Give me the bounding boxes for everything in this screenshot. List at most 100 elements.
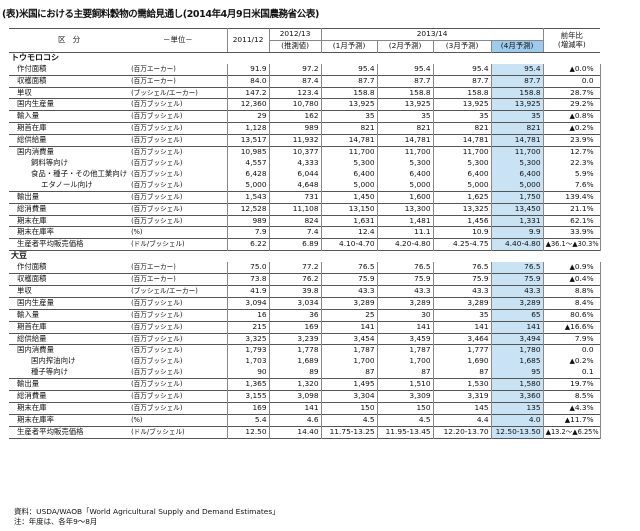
- value-2011: 6,428: [226, 168, 270, 180]
- value-2011: 90: [226, 367, 270, 379]
- value-2012: 3,239: [268, 333, 322, 345]
- value-2012: 87.4: [268, 75, 322, 88]
- row-unit: (百万ブッシェル): [131, 136, 183, 145]
- value-yoy: 80.6%: [542, 309, 601, 322]
- value-2011: 7.9: [226, 226, 270, 239]
- yoy-text: 8.8%: [574, 285, 594, 295]
- value-yoy: 28.7%: [542, 87, 601, 99]
- yoy-text: 16.6%: [570, 321, 594, 331]
- row-unit: (百万ブッシェル): [131, 404, 183, 412]
- header-feb: (2月予測): [376, 40, 434, 53]
- value-jan: 5,300: [320, 157, 378, 169]
- decrease-triangle-icon: [569, 403, 574, 412]
- value-yoy: 16.6%: [542, 321, 601, 334]
- row-unit: (百万エーカー): [131, 275, 176, 284]
- value-mar: 43.3: [432, 285, 492, 298]
- value-2012: 824: [268, 215, 322, 227]
- value-jan: 75.9: [320, 273, 378, 286]
- value-apr: 1,685: [490, 356, 544, 368]
- row-label: エタノール向け: [41, 179, 93, 189]
- row-label: 輸入量: [17, 111, 40, 121]
- yoy-text: 29.2%: [570, 99, 594, 109]
- source-note: 資料：USDA/WAOB「World Agricultural Supply a…: [14, 507, 280, 516]
- value-mar: 12.20-13.70: [432, 426, 492, 439]
- yoy-text: 22.3%: [570, 157, 594, 167]
- decrease-triangle-icon: [572, 428, 577, 436]
- value-2011: 29: [226, 110, 270, 123]
- value-mar: 10.9: [432, 226, 492, 239]
- value-yoy: 5.9%: [542, 168, 601, 180]
- value-2012: 731: [268, 191, 322, 204]
- yoy-text-upper: 6.25%: [577, 427, 599, 436]
- value-2012: 3,034: [268, 297, 322, 310]
- value-feb: 5,000: [376, 179, 434, 192]
- row-unit: (百万ブッシェル): [131, 158, 183, 167]
- row-label: 期末在庫: [17, 215, 47, 225]
- yoy-text: 0.9%: [574, 262, 594, 272]
- supply-demand-table: 区 分 －単位－ 2011/12 2012/13 2013/14 前年比 (増減…: [9, 28, 601, 439]
- value-jan: 5,000: [320, 179, 378, 192]
- value-apr: 14,781: [490, 134, 544, 147]
- value-yoy: 22.3%: [542, 157, 601, 169]
- value-2012: 89: [268, 367, 322, 379]
- value-apr: 75.9: [490, 273, 544, 286]
- value-jan: 14,781: [320, 134, 378, 147]
- table-row: 国内消費量 (百万ブッシェル) 1,793 1,778 1,787 1,787 1,777 1…: [9, 344, 601, 357]
- decrease-triangle-icon: [569, 111, 574, 120]
- value-mar: 5,300: [432, 157, 492, 169]
- yoy-text: 7.6%: [574, 179, 594, 189]
- row-unit: (百万ブッシェル): [131, 180, 183, 189]
- value-yoy: 7.9%: [542, 333, 601, 345]
- row-unit: (百万ブッシェル): [131, 100, 183, 109]
- row-unit: (百万エーカー): [131, 64, 176, 73]
- header-category: 区 分: [9, 28, 130, 53]
- table-row: 輸入量(百万ブッシェル)29162353535350.8%: [9, 110, 601, 123]
- decrease-triangle-icon: [546, 240, 551, 248]
- value-apr: 135: [490, 402, 544, 415]
- value-yoy: 0.2%: [542, 356, 601, 368]
- value-jan: 158.8: [320, 87, 378, 99]
- decrease-triangle-icon: [569, 262, 574, 271]
- value-2012: 4.6: [268, 414, 322, 427]
- value-jan: 87.7: [320, 75, 378, 88]
- value-mar: 1,690: [432, 356, 492, 368]
- table-row: 作付面積(百万エーカー)91.997.295.495.495.495.40.0%: [9, 63, 601, 76]
- yoy-text: 21.1%: [570, 203, 594, 213]
- table-row: 作付面積(百万エーカー)75.077.276.576.576.576.50.9%: [9, 262, 601, 274]
- decrease-triangle-icon: [546, 428, 551, 436]
- yoy-text: 28.7%: [570, 87, 594, 97]
- value-mar: 35: [432, 309, 492, 322]
- value-2011: 989: [226, 215, 270, 227]
- value-2011: 73.8: [226, 273, 270, 286]
- value-2011: 3,155: [226, 390, 270, 403]
- row-unit: (百万エーカー): [131, 263, 176, 272]
- value-yoy: 33.9%: [542, 226, 601, 239]
- value-2012: 4,648: [268, 179, 322, 192]
- value-apr: 1,750: [490, 191, 544, 204]
- row-unit: (百万ブッシェル): [131, 380, 183, 389]
- value-feb: 3,289: [376, 297, 434, 310]
- value-mar: 75.9: [432, 273, 492, 286]
- header-2012-est: (推測値): [268, 40, 322, 53]
- value-apr: 87.7: [490, 75, 544, 88]
- row-unit: (百万ブッシェル): [131, 357, 183, 366]
- notes: 資料：USDA/WAOB「World Agricultural Supply a…: [14, 507, 280, 527]
- value-yoy: 8.8%: [542, 285, 601, 298]
- value-2011: 41.9: [226, 285, 270, 298]
- table-row: 期末在庫率 (%) 7.9 7.4 12.4 11.1 10.9 9.9 33.9%: [9, 226, 601, 239]
- value-2012: 11,932: [268, 134, 322, 147]
- yoy-text: 13.2～: [550, 427, 573, 436]
- value-jan: 76.5: [320, 262, 378, 274]
- value-apr: 1,580: [490, 378, 544, 391]
- value-mar: 1,777: [432, 344, 492, 357]
- row-label: 総供給量: [17, 135, 47, 145]
- value-apr: 3,360: [490, 390, 544, 403]
- value-yoy: 0.8%: [542, 110, 601, 123]
- value-yoy: 0.0%: [542, 63, 601, 76]
- value-feb: 11.95-13.45: [376, 426, 434, 439]
- value-feb: 1,600: [376, 191, 434, 204]
- value-jan: 95.4: [320, 63, 378, 76]
- row-label: 収穫面積: [17, 75, 47, 85]
- value-2012: 1,778: [268, 344, 322, 357]
- value-2012: 4,333: [268, 157, 322, 169]
